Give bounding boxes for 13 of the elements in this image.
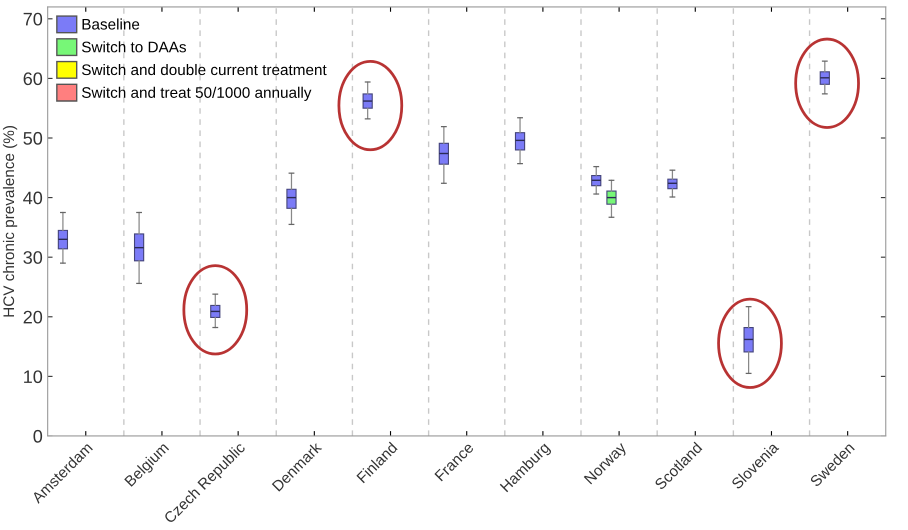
- y-tick-label: 0: [33, 430, 42, 443]
- y-tick-label: 30: [23, 251, 42, 264]
- y-tick-label: 70: [24, 12, 42, 26]
- y-axis-title: HCV chronic prevalence (%): [2, 126, 18, 317]
- y-tick-label: 50: [23, 132, 42, 145]
- legend-label: Switch and double current treatment: [82, 64, 327, 76]
- y-tick-label: 20: [24, 310, 42, 324]
- legend-label: Switch and treat 50/1000 annually: [82, 86, 312, 101]
- y-tick-label: 10: [24, 370, 42, 384]
- legend-label: Baseline: [82, 18, 140, 30]
- legend-label: Switch to DAAs: [82, 41, 186, 52]
- y-tick-label: 60: [24, 72, 42, 86]
- y-tick-label: 40: [23, 192, 42, 204]
